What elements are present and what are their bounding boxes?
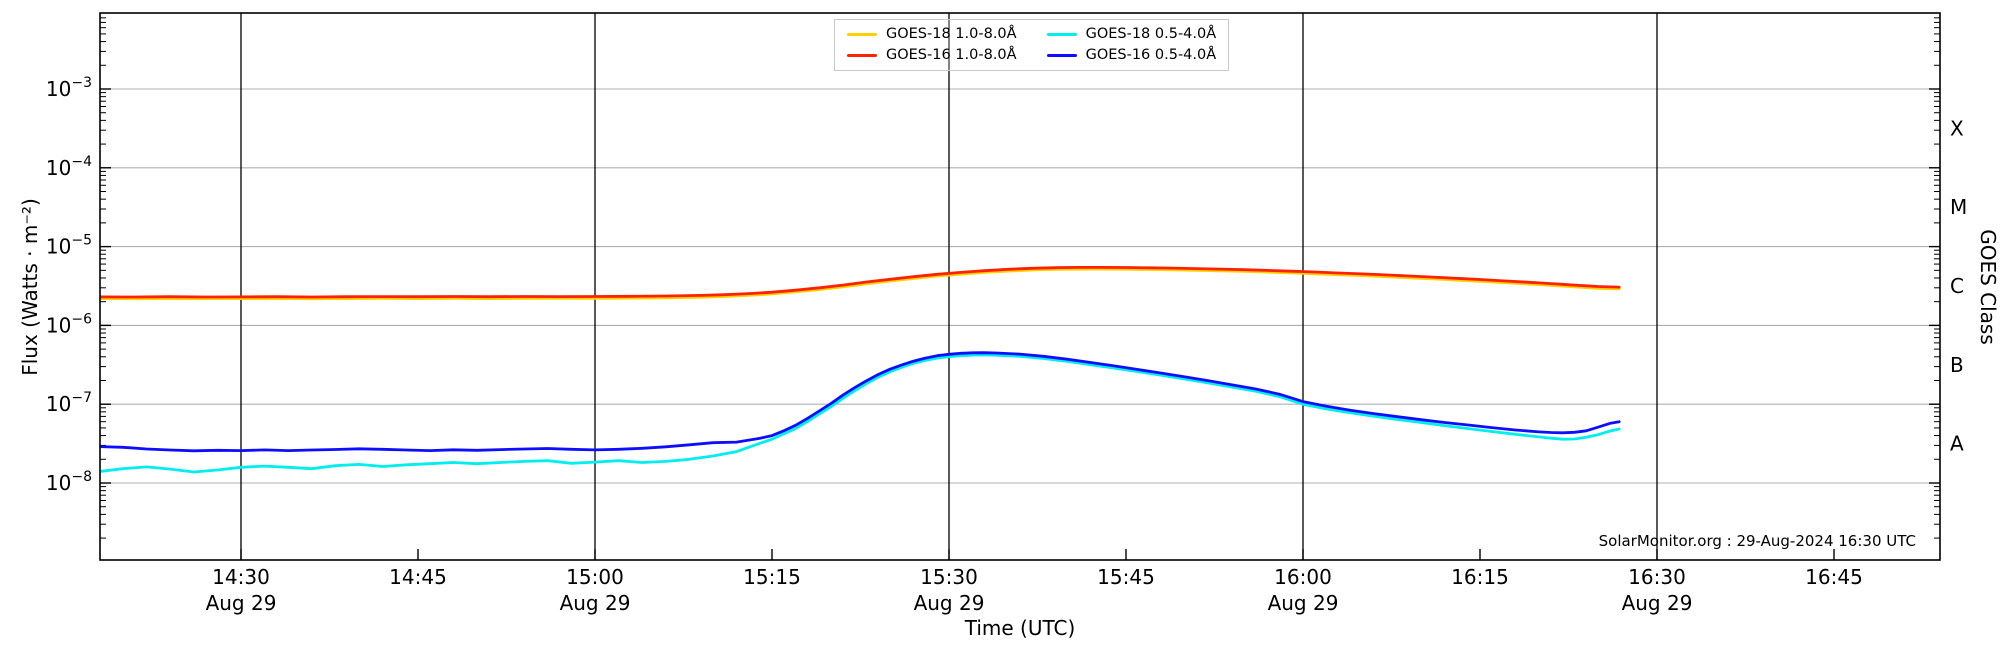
x-tick-label: 15:00 bbox=[566, 565, 624, 589]
legend-label-goes16-short: GOES-16 0.5-4.0Å bbox=[1085, 47, 1217, 63]
legend-swatch-goes18-short bbox=[1046, 33, 1077, 36]
y-tick-label: 10−8 bbox=[46, 469, 92, 495]
y-tick-label: 10−7 bbox=[46, 390, 92, 416]
series-line-goes-16-1-0-8-0- bbox=[100, 265, 1621, 299]
y-tick-label: 10−6 bbox=[46, 311, 92, 337]
x-axis-label: Time (UTC) bbox=[964, 616, 1076, 640]
y-tick-label: 10−4 bbox=[46, 154, 92, 180]
y-tick-label: 10−3 bbox=[46, 75, 92, 101]
legend-item-goes16-long: GOES-16 1.0-8.0Å bbox=[847, 47, 1017, 64]
x-tick-label: 15:30 bbox=[920, 565, 978, 589]
goes-class-label-b: B bbox=[1950, 353, 1964, 377]
y-axis-label: Flux (Watts · m⁻²) bbox=[18, 198, 42, 376]
series-line-goes-18-1-0-8-0- bbox=[100, 267, 1621, 301]
goes-class-label-c: C bbox=[1950, 274, 1964, 298]
legend-label-goes18-short: GOES-18 0.5-4.0Å bbox=[1085, 26, 1217, 42]
x-tick-label: 16:45 bbox=[1805, 565, 1863, 589]
plot-border bbox=[99, 12, 1941, 561]
x-tick-label: 16:15 bbox=[1451, 565, 1509, 589]
series-line-goes-18-0-5-4-0- bbox=[100, 353, 1621, 474]
x-tick-date-label: Aug 29 bbox=[914, 591, 985, 615]
legend-item-goes18-long: GOES-18 1.0-8.0Å bbox=[847, 26, 1017, 43]
x-tick-label: 16:00 bbox=[1274, 565, 1332, 589]
watermark-text: SolarMonitor.org : 29-Aug-2024 16:30 UTC bbox=[1598, 532, 1916, 550]
x-tick-label: 14:45 bbox=[389, 565, 447, 589]
x-tick-label: 14:30 bbox=[212, 565, 270, 589]
legend-item-goes18-short: GOES-18 0.5-4.0Å bbox=[1046, 26, 1217, 43]
legend-swatch-goes16-long bbox=[847, 54, 877, 57]
legend-label-goes16-long: GOES-16 1.0-8.0Å bbox=[886, 47, 1017, 63]
right-axis-label: GOES Class bbox=[1976, 229, 2000, 345]
legend-item-goes16-short: GOES-16 0.5-4.0Å bbox=[1046, 47, 1217, 64]
x-tick-date-label: Aug 29 bbox=[560, 591, 631, 615]
x-tick-label: 16:30 bbox=[1628, 565, 1686, 589]
x-tick-date-label: Aug 29 bbox=[1622, 591, 1693, 615]
goes-class-label-a: A bbox=[1950, 432, 1964, 456]
y-tick-label: 10−5 bbox=[46, 233, 92, 259]
series-line-goes-16-0-5-4-0- bbox=[100, 351, 1621, 453]
legend-swatch-goes18-long bbox=[847, 33, 877, 36]
legend-swatch-goes16-short bbox=[1046, 54, 1077, 57]
goes-class-label-x: X bbox=[1950, 116, 1964, 140]
x-tick-label: 15:15 bbox=[743, 565, 801, 589]
x-tick-date-label: Aug 29 bbox=[206, 591, 277, 615]
goes-class-label-m: M bbox=[1950, 195, 1967, 219]
x-tick-date-label: Aug 29 bbox=[1268, 591, 1339, 615]
legend-label-goes18-long: GOES-18 1.0-8.0Å bbox=[886, 26, 1017, 42]
legend: GOES-18 1.0-8.0Å GOES-16 1.0-8.0Å GOES-1… bbox=[834, 19, 1230, 71]
x-tick-label: 15:45 bbox=[1097, 565, 1155, 589]
